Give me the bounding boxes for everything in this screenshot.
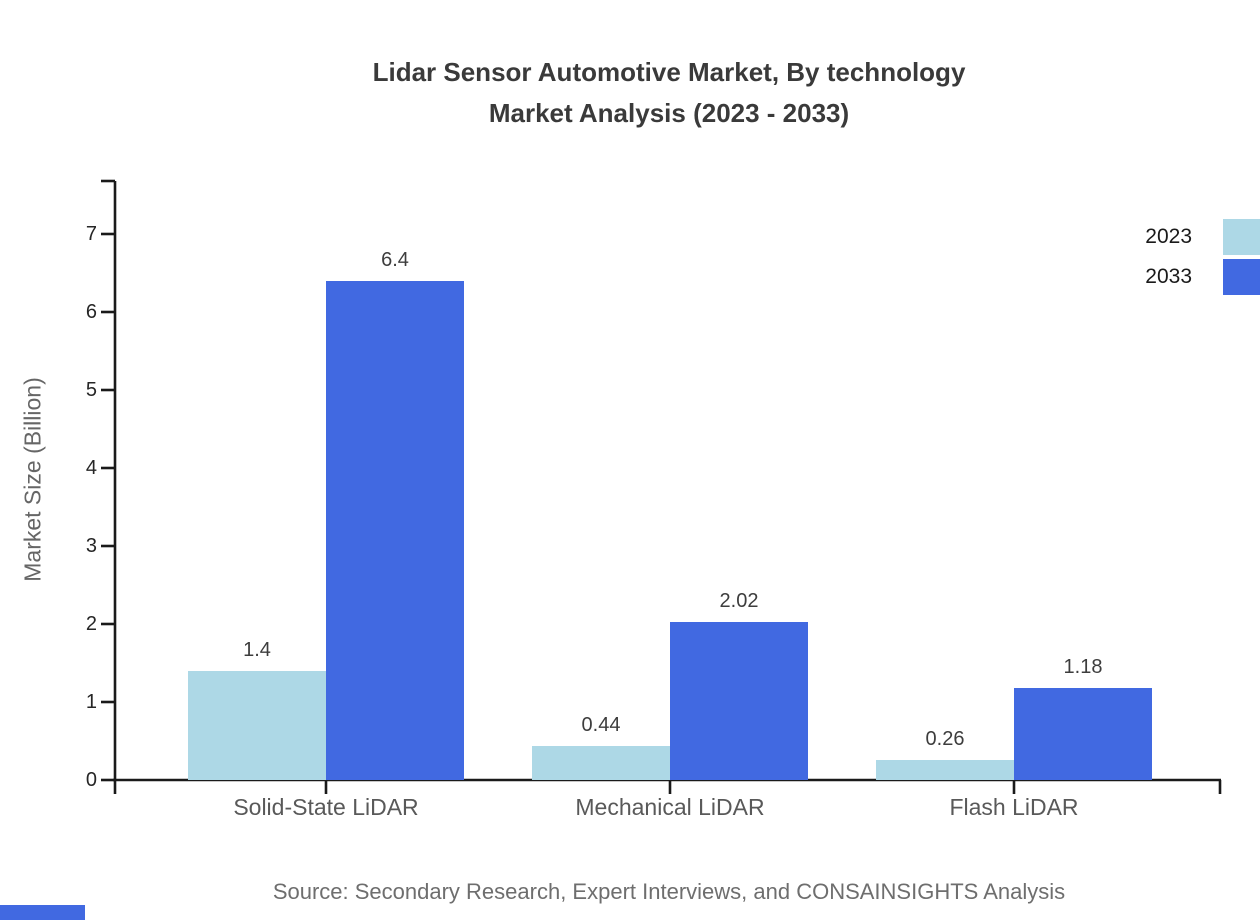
bar-value-label-2033-mechanical-lidar: 2.02 [719,590,759,613]
bar-value-label-2033-flash-lidar: 1.18 [1063,655,1103,678]
y-tick-label-5: 5 [85,379,97,401]
x-axis-category-label-mechanical-lidar: Mechanical LiDAR [575,794,765,820]
y-tick-label-0: 0 [85,769,97,791]
chart-title: Lidar Sensor Automotive Market, By techn… [78,52,1260,134]
legend-item-2033: 2033 [1132,259,1260,295]
legend-label-2033: 2033 [1145,265,1192,288]
chart-title-line2: Market Analysis (2023 - 2033) [488,98,850,128]
bar-2033-mechanical-lidar [670,622,808,780]
x-axis-category-label-flash-lidar: Flash LiDAR [949,794,1079,820]
bar-value-label-2023-mechanical-lidar: 0.44 [581,713,621,736]
y-tick-label-7: 7 [85,223,97,245]
bar-2023-mechanical-lidar [532,745,670,780]
legend-swatch-2023 [1223,219,1260,255]
bar-2023-flash-lidar [876,759,1014,780]
y-tick-label-4: 4 [85,457,97,479]
footer-accent-strip [0,905,85,920]
legend-item-2023: 2023 [1132,219,1260,255]
y-tick-label-3: 3 [85,535,97,557]
chart-title-line1: Lidar Sensor Automotive Market, By techn… [372,57,966,87]
legend: 2023 2033 [1132,219,1260,299]
bar-value-label-2023-solid-state-lidar: 1.4 [243,638,271,661]
bar-2023-solid-state-lidar [188,670,326,780]
source-note: Source: Secondary Research, Expert Inter… [272,879,1066,904]
bar-value-label-2033-solid-state-lidar: 6.4 [381,248,409,271]
y-tick-label-2: 2 [85,613,97,635]
legend-swatch-2033 [1223,259,1260,295]
y-tick-label-6: 6 [85,301,97,323]
bar-value-label-2023-flash-lidar: 0.26 [925,727,965,750]
bar-2033-flash-lidar [1014,687,1152,780]
y-tick-label-1: 1 [85,691,97,713]
x-axis-category-label-solid-state-lidar: Solid-State LiDAR [233,794,419,820]
bar-2033-solid-state-lidar [326,280,464,780]
legend-label-2023: 2023 [1145,225,1192,248]
y-axis-title: Market Size (Billion) [19,377,46,582]
